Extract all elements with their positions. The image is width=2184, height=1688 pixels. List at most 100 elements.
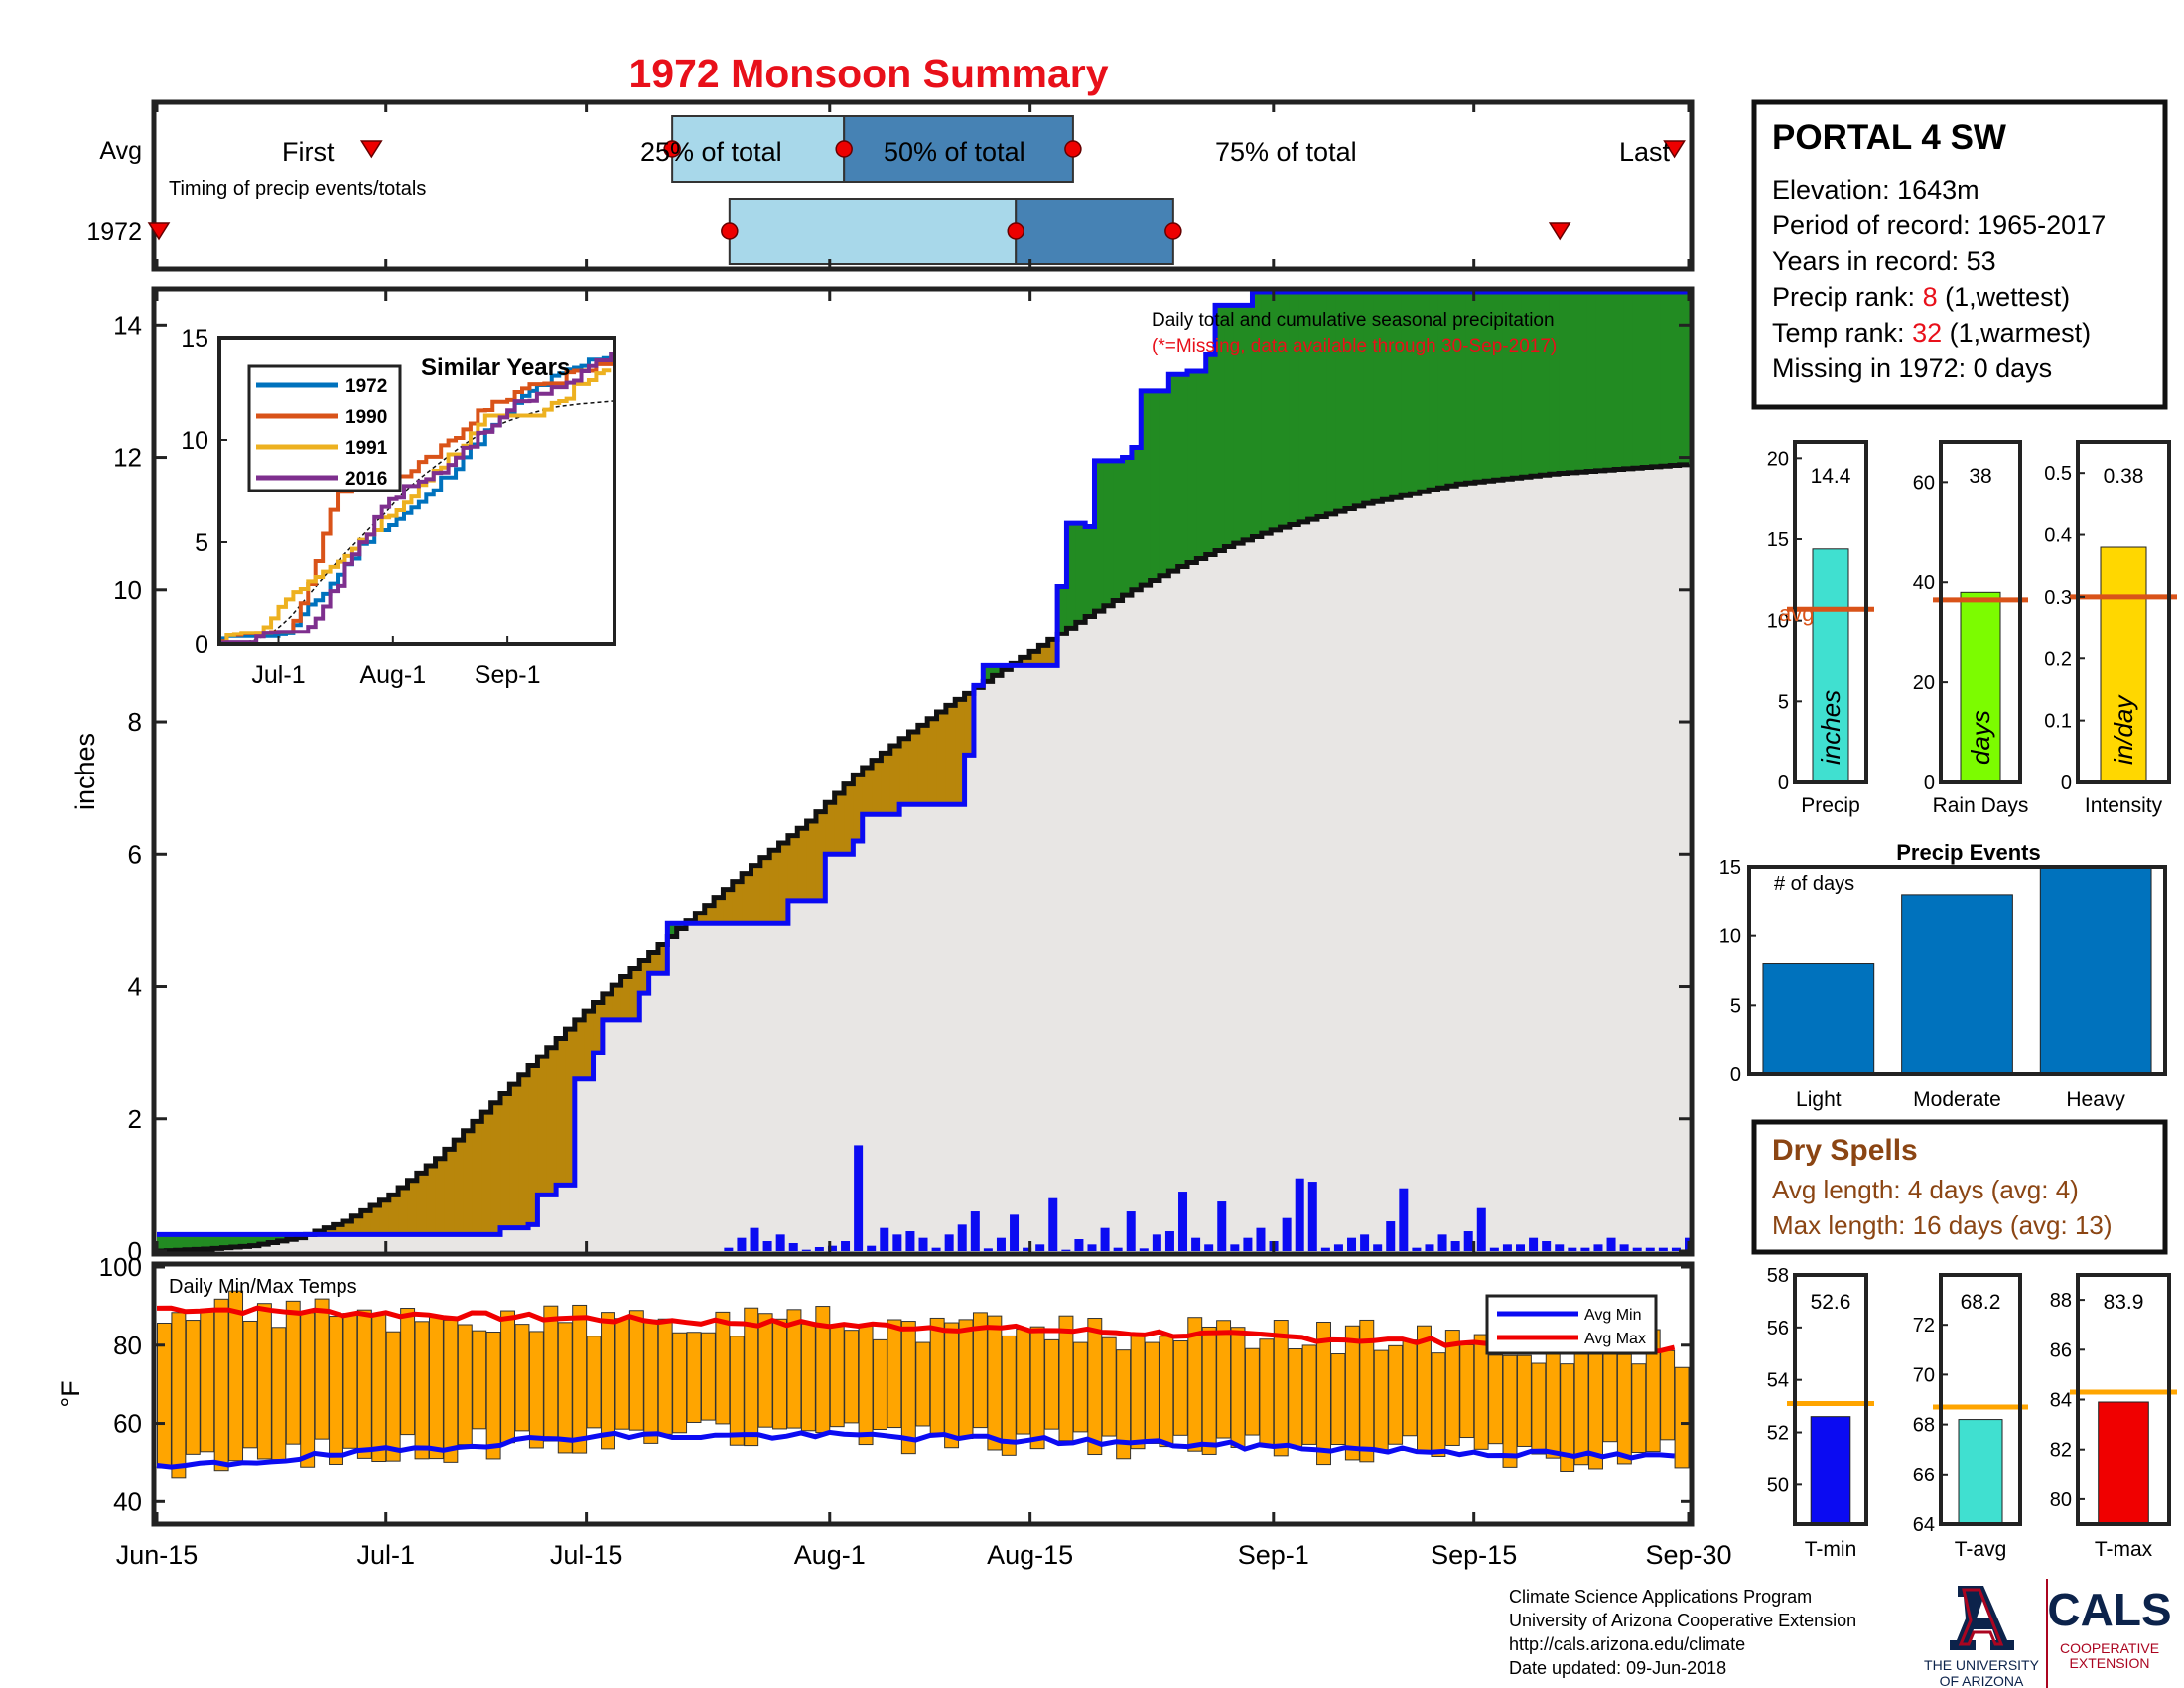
precip-events-ytick-label: 5 (1730, 995, 1741, 1017)
footer-line-2: University of Arizona Cooperative Extens… (1509, 1611, 1856, 1630)
deficit-area (899, 738, 910, 805)
station-period: Period of record: 1965-2017 (1772, 211, 2106, 240)
season-unit-label-2: in/day (2109, 694, 2138, 765)
x-axis-label: Jul-15 (550, 1540, 623, 1570)
deficit-area (333, 1224, 343, 1235)
deficit-area (862, 768, 873, 815)
deficit-area (602, 993, 613, 1020)
daily-temp-bar (557, 1322, 573, 1454)
surplus-area (258, 1234, 269, 1245)
daily-precip-bar (880, 1227, 889, 1251)
avg-min-line (156, 1429, 1675, 1470)
surplus-area (249, 1234, 260, 1246)
deficit-area (1029, 651, 1039, 666)
temperature-title: Daily Min/Max Temps (169, 1276, 357, 1298)
station-precip-rank: Precip rank: 8 (1,wettest) (1772, 282, 2070, 312)
surplus-area (1576, 292, 1587, 473)
cals-line-1: COOPERATIVE (2060, 1640, 2159, 1656)
daily-precip-bar (775, 1234, 785, 1251)
deficit-area (546, 1047, 557, 1196)
x-axis-label: Jun-15 (116, 1540, 199, 1570)
daily-precip-bar (892, 1234, 902, 1251)
daily-temp-bar (1444, 1330, 1460, 1446)
timing-avg-q2-box (843, 115, 1074, 183)
surplus-area (983, 665, 994, 682)
daily-precip-bar (996, 1237, 1006, 1251)
season-unit-label-1: days (1966, 710, 1995, 765)
precip-event-category-label: Moderate (1913, 1088, 2001, 1111)
daily-temp-bar (228, 1290, 244, 1462)
deficit-area (379, 1199, 390, 1235)
surplus-area (1484, 292, 1495, 482)
temp-summary-bar-0 (1810, 1416, 1851, 1525)
daily-precip-bar (1320, 1247, 1330, 1251)
university-of-arizona-logo: THE UNIVERSITY OF ARIZONA (1924, 1586, 2040, 1688)
deficit-area (454, 1140, 465, 1235)
deficit-area (398, 1188, 409, 1235)
surplus-area (1243, 305, 1254, 540)
surplus-area (1595, 292, 1606, 471)
season-ytick-label: 0.3 (2044, 587, 2072, 609)
deficit-area (945, 705, 956, 805)
daily-temp-bar (800, 1323, 816, 1432)
daily-temp-bar (1359, 1319, 1375, 1463)
temperature-ytick-label: 40 (113, 1486, 142, 1516)
x-axis-label: Aug-1 (794, 1540, 866, 1570)
deficit-area (584, 1011, 595, 1079)
surplus-area (212, 1234, 223, 1249)
daily-temp-bar (1072, 1341, 1088, 1433)
precip-event-bar-moderate (1901, 894, 2013, 1075)
daily-temp-bar (1459, 1343, 1475, 1439)
daily-temp-bar (1172, 1340, 1188, 1436)
legend-avg-max-label: Avg Max (1584, 1331, 1646, 1347)
season-category-label-2: Intensity (2085, 794, 2163, 817)
deficit-area (797, 828, 808, 901)
station-info-box: PORTAL 4 SW Elevation: 1643m Period of r… (1751, 99, 2168, 410)
surplus-area (1604, 292, 1615, 471)
dry-spells-frame (1751, 1119, 2168, 1255)
temp-summary-ytick-label: 72 (1913, 1315, 1935, 1336)
daily-temp-bar (887, 1319, 902, 1429)
station-frame (1751, 99, 2168, 410)
season-ytick-label: 0.5 (2044, 463, 2072, 485)
daily-precip-bar (1164, 1231, 1174, 1251)
deficit-area (806, 820, 817, 901)
timing-avg-first-marker (359, 140, 383, 159)
surplus-area (1261, 292, 1272, 534)
deficit-area (351, 1215, 362, 1235)
deficit-area (528, 1065, 539, 1225)
surplus-area (1131, 447, 1142, 590)
station-missing: Missing in 1972: 0 days (1772, 353, 2052, 383)
timing-caption: Timing of precip events/totals (169, 178, 426, 200)
daily-temp-bar (1402, 1339, 1418, 1437)
daily-precip-bar (1282, 1217, 1292, 1251)
surplus-area (1512, 292, 1523, 479)
daily-temp-bar (873, 1338, 887, 1430)
x-axis-label: Sep-30 (1645, 1540, 1731, 1570)
temp-summary-ytick-label: 70 (1913, 1364, 1935, 1386)
daily-precip-bar (1074, 1239, 1084, 1251)
deficit-area (815, 811, 826, 901)
daily-temp-bar (256, 1303, 272, 1460)
daily-precip-bar (957, 1224, 967, 1251)
daily-temp-bar (744, 1307, 759, 1447)
similar-years-ytick-label: 15 (181, 325, 208, 352)
daily-precip-bar (1568, 1247, 1577, 1251)
surplus-area (1252, 292, 1263, 537)
daily-temp-bar (1674, 1366, 1690, 1469)
deficit-area (844, 783, 854, 855)
daily-temp-bar (1216, 1320, 1232, 1439)
precip-events-ytick-label: 0 (1730, 1064, 1741, 1086)
daily-precip-bar (737, 1237, 747, 1251)
season-bar-1 (1960, 591, 2001, 783)
surplus-area (1456, 292, 1467, 485)
x-axis-label: Jul-1 (356, 1540, 415, 1570)
temp-summary-ytick-label: 82 (2050, 1440, 2072, 1462)
surplus-area (1670, 292, 1681, 466)
daily-temp-bar (1602, 1345, 1618, 1443)
season-value-label-2: 0.38 (2104, 465, 2144, 488)
deficit-area (435, 1158, 446, 1235)
deficit-area (964, 693, 975, 756)
surplus-area (268, 1234, 279, 1243)
surplus-area (1373, 292, 1383, 502)
